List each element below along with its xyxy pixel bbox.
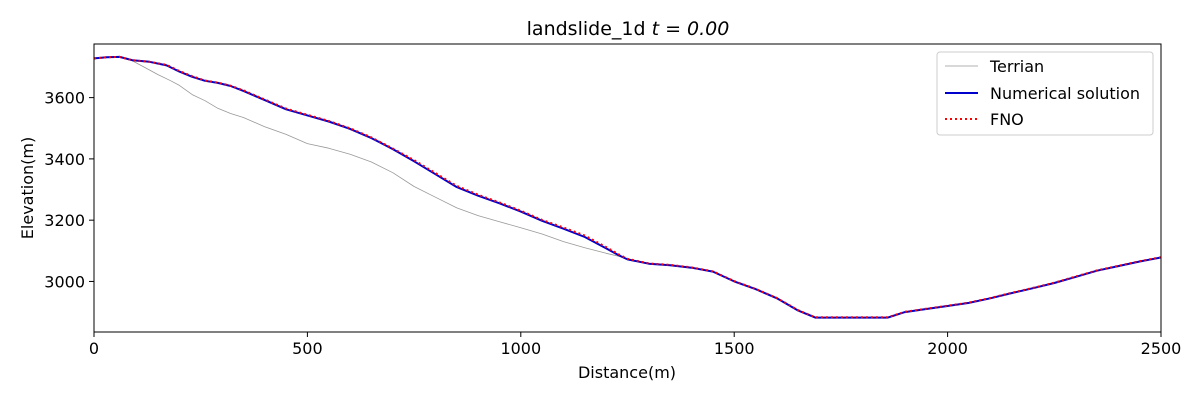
legend-label-numerical: Numerical solution	[990, 84, 1140, 103]
plot-series-group	[94, 55, 1161, 319]
x-tick-label: 2500	[1141, 339, 1182, 358]
x-tick-label: 1500	[714, 339, 755, 358]
x-tick-label: 500	[292, 339, 323, 358]
x-axis-label: Distance(m)	[578, 363, 676, 382]
legend-label-fno: FNO	[990, 110, 1024, 129]
chart-title: landslide_1d t = 0.00	[527, 18, 730, 40]
chart-title-math: t = 0.00	[652, 18, 730, 40]
y-tick-label: 3400	[44, 150, 85, 169]
y-tick-label: 3600	[44, 89, 85, 108]
legend-box	[936, 51, 1154, 136]
y-tick-label: 3000	[44, 272, 85, 291]
y-tick-label: 3200	[44, 211, 85, 230]
chart-title-main: landslide_1d	[527, 18, 652, 40]
plot-frame	[93, 43, 1162, 333]
x-tick-label: 2000	[927, 339, 968, 358]
axis-ticks-group: 0 500 1000 1500 2000 2500 3000 3200 3400 3600	[44, 89, 1181, 358]
legend-label-terrian: Terrian	[989, 57, 1044, 76]
y-axis-label: Elevation(m)	[18, 137, 37, 239]
legend: Terrian Numerical solution FNO	[936, 51, 1154, 136]
x-tick-label: 0	[89, 339, 99, 358]
x-tick-label: 1000	[500, 339, 541, 358]
series-line-fno	[94, 55, 1161, 319]
